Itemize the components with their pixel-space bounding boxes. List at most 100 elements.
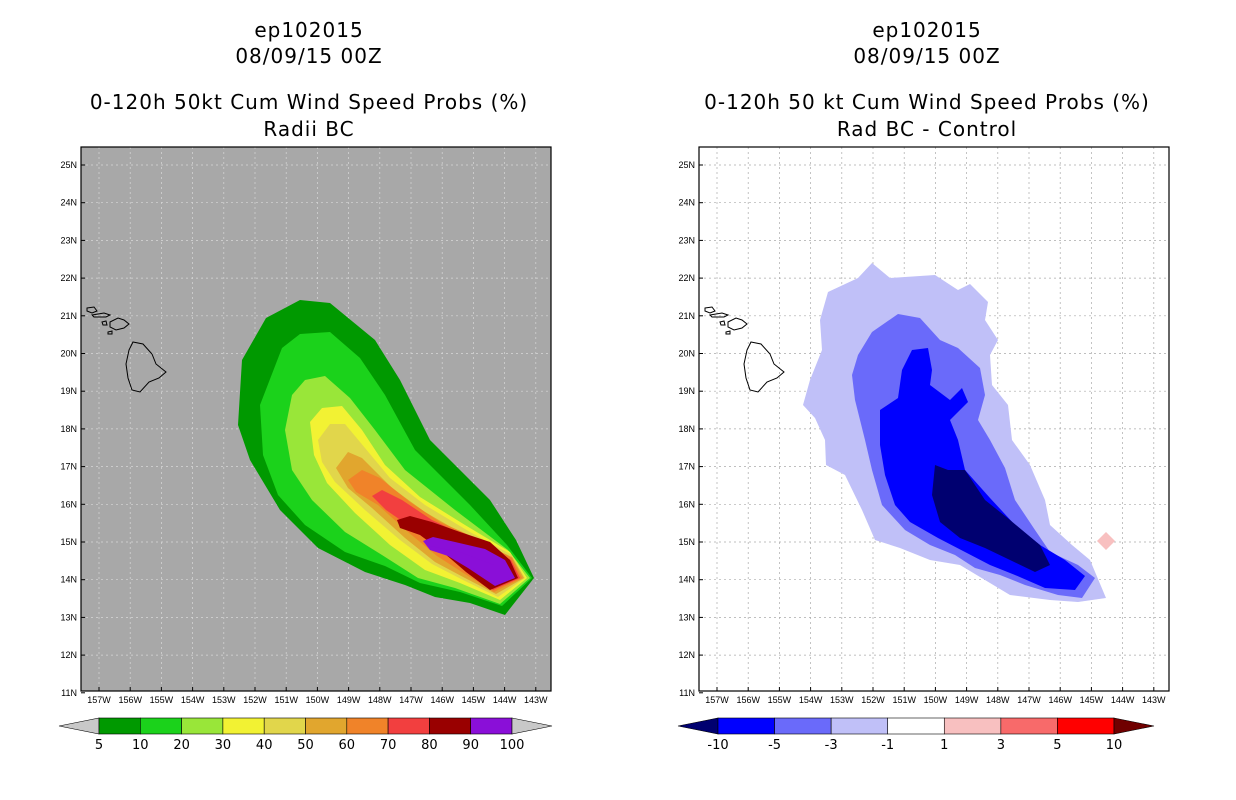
lat-tick-label: 13N <box>60 612 77 622</box>
colorbar-label: 10 <box>1106 738 1123 753</box>
lon-tick-label: 155W <box>768 695 792 705</box>
lon-tick-label: 145W <box>1080 695 1104 705</box>
island-molokai <box>708 312 730 318</box>
lon-tick-label: 146W <box>1048 695 1072 705</box>
colorbar-box <box>470 717 513 735</box>
lat-tick-label: 11N <box>61 688 77 698</box>
lat-tick-label: 15N <box>60 537 77 547</box>
colorbar-label: -3 <box>825 738 838 753</box>
prob-contour-100 <box>430 546 508 584</box>
colorbar-label: 20 <box>173 738 190 753</box>
lat-tick-label: 17N <box>678 462 695 472</box>
diff-contour-plus1 <box>1097 532 1115 550</box>
island-oahu <box>86 306 98 314</box>
lon-tick-label: 151W <box>274 695 298 705</box>
lon-tick-label: 153W <box>212 695 236 705</box>
lon-tick-label: 151W <box>892 695 916 705</box>
lat-tick-label: 24N <box>60 198 77 208</box>
lat-tick-label: 19N <box>678 386 695 396</box>
right-difference-contours <box>803 263 1115 602</box>
right-title-subtitle: Rad BC - Control <box>836 117 1018 141</box>
left-axis-labels: 25N 24N 23N 22N 21N 20N 19N 18N 17N 16N 15N 14N 13N 1… <box>60 160 548 705</box>
lon-tick-label: 150W <box>306 695 330 705</box>
lat-tick-label: 15N <box>678 537 695 547</box>
colorbar-over-triangle <box>511 717 553 735</box>
colorbar-box <box>305 717 348 735</box>
colorbar-box <box>1057 717 1115 735</box>
colorbar-box <box>1000 717 1058 735</box>
lon-tick-label: 156W <box>736 695 760 705</box>
lat-tick-label: 14N <box>60 575 77 585</box>
colorbar-label: -1 <box>881 738 894 753</box>
colorbar-box <box>346 717 389 735</box>
colorbar-box <box>429 717 471 735</box>
colorbar-label: 40 <box>256 738 273 753</box>
right-axis-labels: 25N 24N 23N 22N 21N 20N 19N 18N 17N 16N 15N 14N 13N 1… <box>678 160 1166 705</box>
left-map-frame <box>80 146 552 692</box>
colorbar-box <box>140 717 182 735</box>
left-title-subtitle: Radii BC <box>263 117 355 141</box>
lon-tick-label: 146W <box>430 695 454 705</box>
lon-tick-label: 144W <box>493 695 517 705</box>
lon-tick-label: 150W <box>924 695 948 705</box>
lat-tick-label: 12N <box>678 650 695 660</box>
lon-tick-label: 149W <box>955 695 979 705</box>
lon-tick-label: 145W <box>462 695 486 705</box>
colorbar-label: 10 <box>132 738 149 753</box>
lon-tick-label: 152W <box>861 695 885 705</box>
lon-tick-label: 154W <box>181 695 205 705</box>
lon-tick-label: 147W <box>1017 695 1041 705</box>
lat-tick-label: 25N <box>60 160 77 170</box>
left-title-product: 0-120h 50kt Cum Wind Speed Probs (%) <box>89 90 529 114</box>
colorbar-box <box>181 717 224 735</box>
right-map-frame <box>698 146 1170 692</box>
colorbar-box <box>387 717 430 735</box>
colorbar-label: 100 <box>500 738 525 753</box>
island-big-island <box>743 341 785 393</box>
island-big-island <box>125 341 167 393</box>
colorbar-box <box>943 717 1002 735</box>
lat-tick-label: 23N <box>60 235 77 245</box>
lat-tick-label: 16N <box>678 499 695 509</box>
lon-tick-label: 157W <box>705 695 729 705</box>
colorbar-label: 90 <box>462 738 479 753</box>
diff-contour-minus10 <box>932 465 1050 572</box>
colorbar-label: 80 <box>421 738 438 753</box>
lon-tick-label: 155W <box>150 695 174 705</box>
lat-tick-label: 16N <box>60 499 77 509</box>
lon-tick-label: 144W <box>1111 695 1135 705</box>
lat-tick-label: 18N <box>60 424 77 434</box>
left-probability-contours <box>238 300 534 615</box>
island-maui <box>727 317 748 331</box>
island-oahu <box>704 306 716 314</box>
colorbar-label: 70 <box>380 738 397 753</box>
colorbar-box <box>830 717 889 735</box>
lat-tick-label: 25N <box>678 160 695 170</box>
lon-tick-label: 153W <box>830 695 854 705</box>
lat-tick-label: 11N <box>679 688 695 698</box>
colorbar-box <box>263 717 306 735</box>
lat-tick-label: 14N <box>678 575 695 585</box>
lon-tick-label: 148W <box>368 695 392 705</box>
lon-tick-label: 154W <box>799 695 823 705</box>
colorbar-label: 30 <box>215 738 232 753</box>
left-colorbar: 5 10 20 30 40 50 60 70 80 90 100 <box>58 717 553 753</box>
lat-tick-label: 13N <box>678 612 695 622</box>
lat-tick-label: 22N <box>60 273 77 283</box>
colorbar-label: 5 <box>1053 738 1061 753</box>
island-kahoolawe <box>107 330 113 335</box>
lat-tick-label: 22N <box>678 273 695 283</box>
right-title-date: 08/09/15 00Z <box>853 44 1001 68</box>
colorbar-over-triangle <box>1113 717 1155 735</box>
lat-tick-label: 20N <box>678 349 695 359</box>
lat-tick-label: 21N <box>678 311 695 321</box>
colorbar-label: -10 <box>707 738 728 753</box>
colorbar-under-triangle <box>677 717 719 735</box>
lat-tick-label: 17N <box>60 462 77 472</box>
lon-tick-label: 143W <box>1142 695 1166 705</box>
colorbar-box <box>774 717 832 735</box>
lat-tick-label: 19N <box>60 386 77 396</box>
right-title-product: 0-120h 50 kt Cum Wind Speed Probs (%) <box>704 90 1150 114</box>
colorbar-box <box>222 717 265 735</box>
